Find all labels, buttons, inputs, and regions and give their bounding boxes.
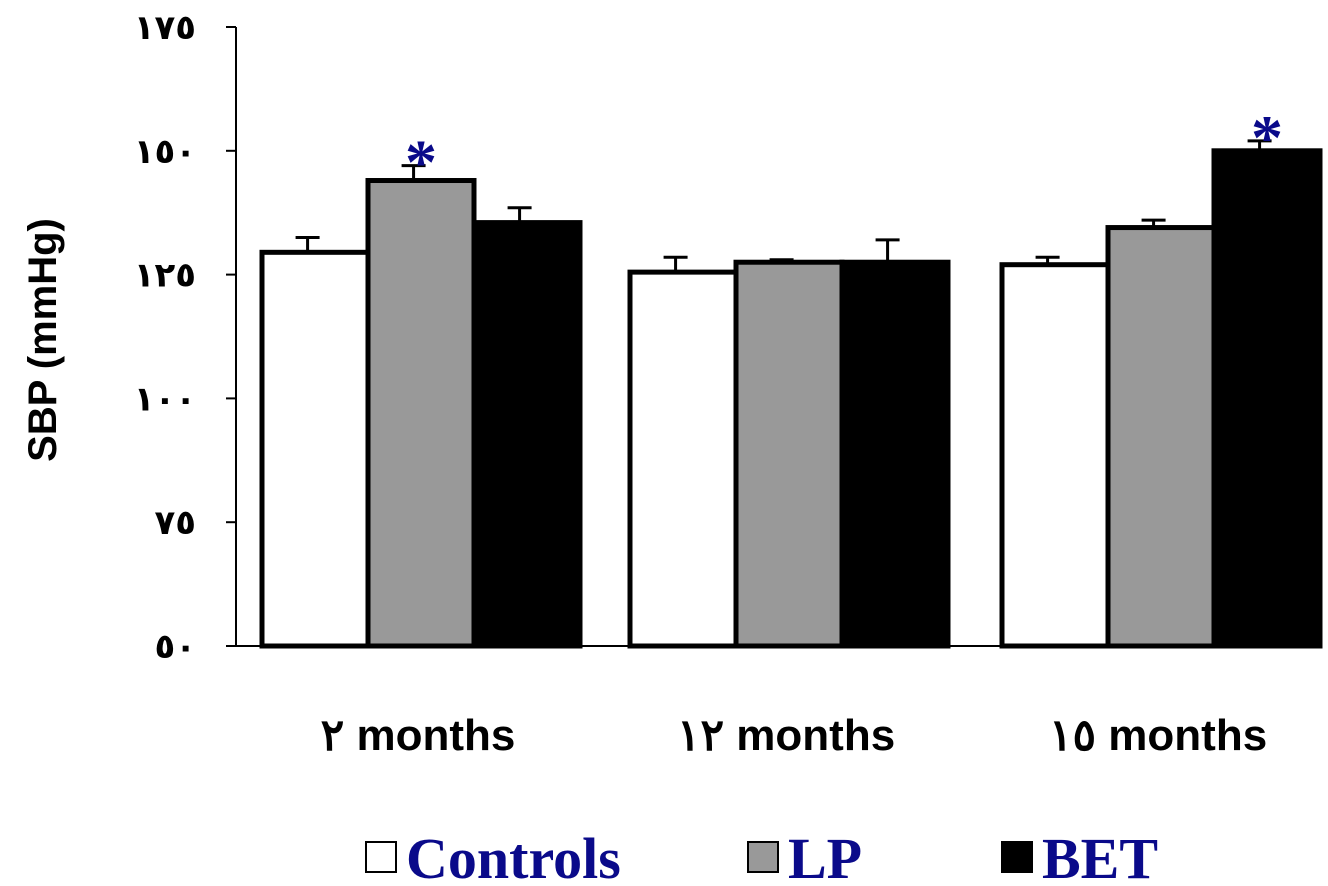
bar-lp-0 xyxy=(365,178,477,649)
error-bar xyxy=(295,235,320,253)
legend-label-lp: LP xyxy=(788,826,862,886)
error-bar xyxy=(507,206,532,223)
significance-marker: * xyxy=(405,127,437,198)
y-tick-label: ١٧٥ xyxy=(134,8,196,48)
bar-bet-1 xyxy=(839,259,951,649)
y-axis-label: SBP (mmHg) xyxy=(21,218,65,462)
legend-swatch-bet xyxy=(1001,841,1033,873)
error-bar xyxy=(663,255,688,273)
bar-bet-2 xyxy=(1211,148,1323,649)
bars: * * xyxy=(259,102,1323,649)
error-bar xyxy=(1141,218,1166,228)
legend-label-bet: BET xyxy=(1042,826,1158,886)
error-bar xyxy=(401,164,426,181)
category-label: ١٢ months xyxy=(677,711,895,760)
category-label: ٢ months xyxy=(321,711,516,760)
y-tick-label: ٥٠ xyxy=(154,627,196,667)
error-bar xyxy=(769,258,794,263)
bar-lp-1 xyxy=(733,259,845,649)
bar-bet-0 xyxy=(471,220,583,649)
error-bar xyxy=(1035,255,1060,265)
bar-controls-2 xyxy=(999,262,1111,649)
y-tick-label: ١٥٠ xyxy=(134,132,196,172)
y-tick-label: ١٢٥ xyxy=(134,256,196,296)
legend-swatch-controls xyxy=(365,841,397,873)
category-label: ١٥ months xyxy=(1049,711,1267,760)
legend: Controls LP BET xyxy=(365,826,1158,886)
significance-marker: * xyxy=(1251,102,1283,173)
category-labels: ٢ months ١٢ months ١٥ months xyxy=(321,711,1268,760)
legend-swatch-lp xyxy=(747,841,779,873)
bar-controls-0 xyxy=(259,249,371,649)
y-tick-label: ١٠٠ xyxy=(134,379,196,419)
bar-lp-2 xyxy=(1105,225,1217,649)
y-tick-label: ٧٥ xyxy=(154,503,196,543)
error-bar xyxy=(1247,139,1272,151)
legend-label-controls: Controls xyxy=(406,826,621,886)
y-axis: ٥٠ ٧٥ ١٠٠ ١٢٥ ١٥٠ ١٧٥ xyxy=(134,8,1318,667)
bar-controls-1 xyxy=(627,269,739,649)
error-bar xyxy=(875,238,900,263)
